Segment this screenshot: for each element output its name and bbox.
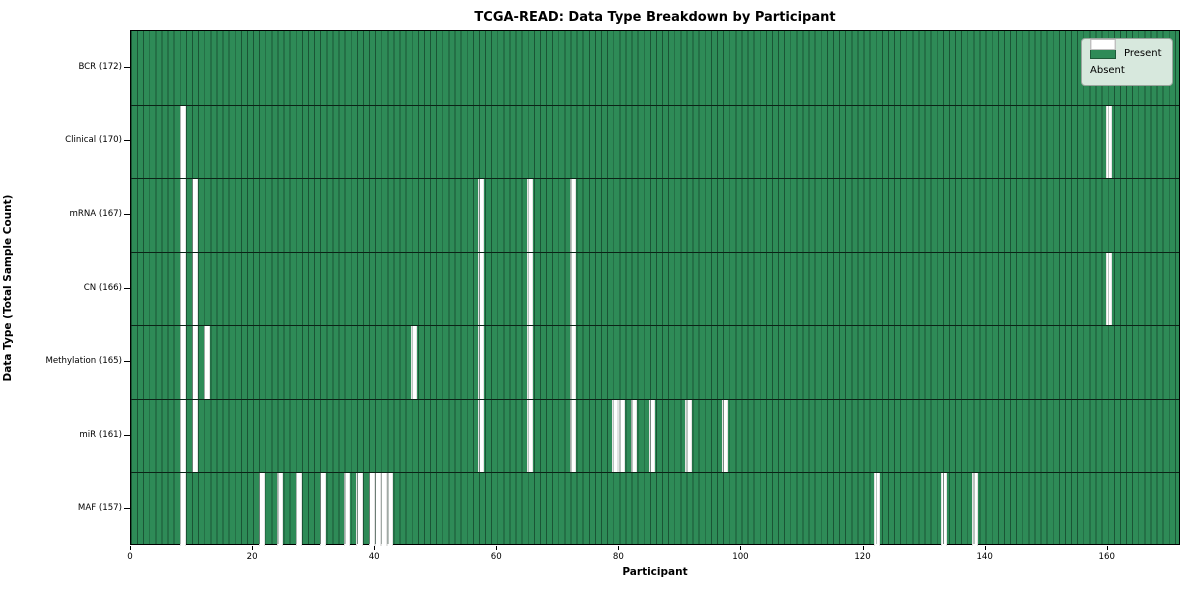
legend-label-absent: Absent xyxy=(1090,64,1125,76)
absent-cell xyxy=(179,326,186,399)
absent-cell xyxy=(179,179,186,252)
legend-item-absent: Absent xyxy=(1090,39,1164,79)
absent-cell xyxy=(569,399,576,473)
x-axis-title: Participant xyxy=(622,566,688,578)
absent-cell xyxy=(630,399,637,473)
matrix-row-mrna xyxy=(131,178,1179,252)
absent-cell xyxy=(191,399,198,473)
absent-cell xyxy=(411,326,418,399)
absent-cell xyxy=(478,179,485,252)
y-tick-mark xyxy=(124,66,130,68)
x-tick-label: 80 xyxy=(612,552,624,562)
absent-cell xyxy=(685,399,692,473)
x-tick-label: 100 xyxy=(732,552,749,562)
plot-area: Present Absent xyxy=(130,30,1180,546)
x-tick-label: 160 xyxy=(1098,552,1115,562)
absent-cell xyxy=(191,179,198,252)
x-tick-mark xyxy=(252,546,254,550)
x-tick-mark xyxy=(984,546,986,550)
absent-cell xyxy=(527,326,534,399)
absent-cell xyxy=(319,473,326,546)
x-tick-mark xyxy=(374,546,376,550)
y-tick-mark xyxy=(124,287,130,289)
absent-cell xyxy=(527,179,534,252)
absent-cell xyxy=(722,399,729,473)
y-tick-mark xyxy=(124,434,130,436)
y-tick-mark xyxy=(124,140,130,142)
chart-title: TCGA-READ: Data Type Breakdown by Partic… xyxy=(474,10,836,25)
x-tick-label: 20 xyxy=(246,552,258,562)
y-tick-label: miR (161) xyxy=(79,429,122,440)
absent-cell xyxy=(386,473,393,546)
y-axis-title: Data Type (Total Sample Count) xyxy=(2,194,14,382)
absent-cell xyxy=(277,473,284,546)
absent-cell xyxy=(179,399,186,473)
legend-label-present: Present xyxy=(1124,47,1162,59)
absent-cell xyxy=(1105,105,1112,179)
y-tick-label: CN (166) xyxy=(83,282,122,293)
absent-cell xyxy=(478,399,485,473)
absent-cell xyxy=(527,252,534,326)
y-tick-label: BCR (172) xyxy=(78,61,122,72)
absent-cell xyxy=(179,105,186,179)
absent-cell xyxy=(478,326,485,399)
matrix-row-clinical xyxy=(131,104,1179,179)
x-tick-label: 120 xyxy=(854,552,871,562)
x-tick-mark xyxy=(1106,546,1108,550)
legend: Present Absent xyxy=(1081,38,1173,86)
absent-cell xyxy=(569,252,576,326)
x-tick-mark xyxy=(618,546,620,550)
absent-cell xyxy=(618,399,625,473)
y-tick-mark xyxy=(124,213,130,215)
absent-cell xyxy=(971,473,978,546)
y-tick-label: Clinical (170) xyxy=(65,135,122,146)
matrix-row-bcr xyxy=(131,31,1179,105)
absent-cell xyxy=(179,252,186,326)
absent-cell xyxy=(478,252,485,326)
matrix-row-cn xyxy=(131,251,1179,326)
x-tick-mark xyxy=(862,546,864,550)
x-tick-label: 60 xyxy=(490,552,502,562)
matrix-row-maf xyxy=(131,472,1179,546)
absent-cell xyxy=(648,399,655,473)
x-tick-label: 0 xyxy=(127,552,133,562)
x-tick-label: 40 xyxy=(368,552,380,562)
y-tick-label: MAF (157) xyxy=(77,503,122,514)
absent-cell xyxy=(527,399,534,473)
absent-swatch-icon xyxy=(1090,39,1116,50)
y-tick-label: Methylation (165) xyxy=(45,356,122,367)
absent-cell xyxy=(569,179,576,252)
x-tick-mark xyxy=(496,546,498,550)
absent-cell xyxy=(874,473,881,546)
y-tick-mark xyxy=(124,508,130,510)
absent-cell xyxy=(941,473,948,546)
y-tick-mark xyxy=(124,361,130,363)
absent-cell xyxy=(1105,252,1112,326)
absent-cell xyxy=(356,473,363,546)
absent-cell xyxy=(569,326,576,399)
matrix-row-methylation xyxy=(131,325,1179,399)
absent-cell xyxy=(191,326,198,399)
absent-cell xyxy=(179,473,186,546)
x-tick-label: 140 xyxy=(976,552,993,562)
matrix-row-mir xyxy=(131,398,1179,473)
x-tick-mark xyxy=(130,546,131,550)
x-tick-mark xyxy=(740,546,742,550)
absent-cell xyxy=(295,473,302,546)
absent-cell xyxy=(204,326,211,399)
absent-cell xyxy=(344,473,351,546)
absent-cell xyxy=(191,252,198,326)
y-tick-label: mRNA (167) xyxy=(69,208,123,219)
absent-cell xyxy=(258,473,266,546)
